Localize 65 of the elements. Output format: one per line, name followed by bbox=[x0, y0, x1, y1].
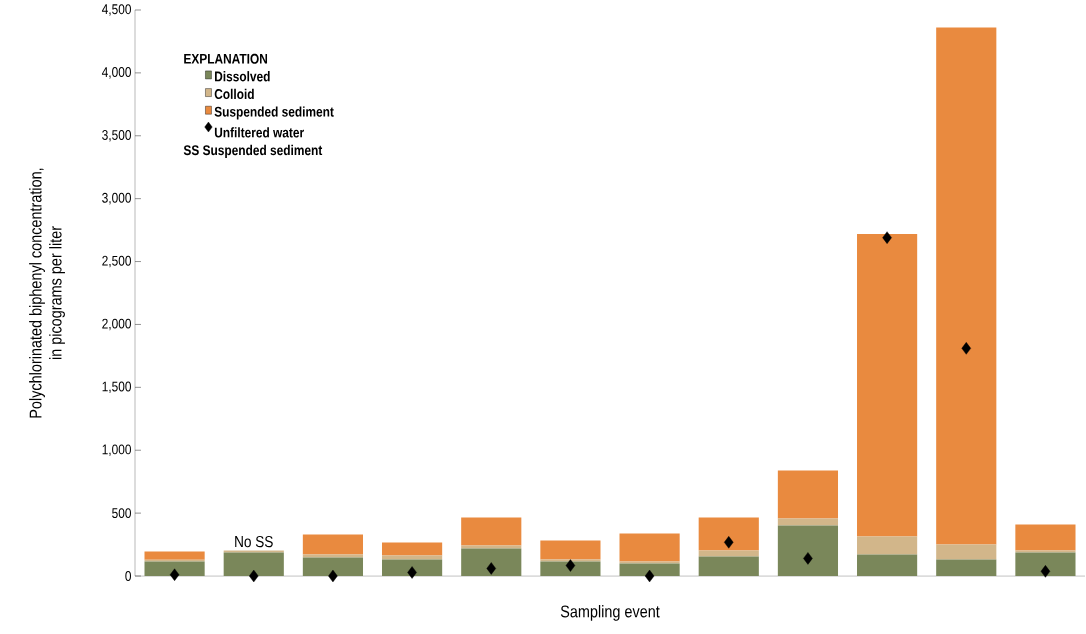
bar bbox=[382, 542, 443, 556]
y-tick-label: 1,000 bbox=[102, 444, 131, 456]
legend-label: Unfiltered water bbox=[214, 127, 304, 138]
bar bbox=[540, 561, 601, 576]
bar bbox=[144, 551, 205, 560]
bar bbox=[698, 517, 759, 551]
bar bbox=[540, 540, 601, 560]
y-tick-label: 3,000 bbox=[102, 192, 131, 205]
bar bbox=[777, 470, 839, 519]
bar bbox=[1015, 524, 1076, 551]
bar bbox=[698, 550, 759, 557]
bar bbox=[223, 552, 284, 576]
y-tick-label: 3,500 bbox=[102, 129, 131, 142]
bar bbox=[461, 548, 522, 576]
point bbox=[486, 562, 496, 575]
bar bbox=[857, 233, 918, 537]
bar bbox=[936, 27, 997, 545]
bar bbox=[857, 554, 918, 576]
legend-label: Dissolved bbox=[215, 71, 270, 82]
point bbox=[565, 559, 576, 572]
point bbox=[961, 342, 971, 355]
point bbox=[644, 569, 655, 583]
bar bbox=[1015, 550, 1076, 553]
bar bbox=[302, 554, 364, 558]
bar bbox=[857, 536, 918, 555]
bar bbox=[382, 559, 443, 576]
bar bbox=[144, 561, 205, 576]
bar bbox=[777, 518, 839, 526]
point bbox=[1040, 565, 1051, 578]
bar bbox=[698, 556, 759, 576]
bar bbox=[461, 517, 522, 546]
bar bbox=[302, 557, 364, 576]
y-tick-label: 1,500 bbox=[102, 381, 131, 394]
legend-label: Suspended sediment bbox=[214, 106, 334, 120]
bar bbox=[1015, 552, 1076, 576]
y-tick-label: 2,000 bbox=[102, 318, 131, 331]
point bbox=[882, 231, 892, 244]
y-tick-label: 2,500 bbox=[102, 255, 131, 268]
y-axis-title: Polychlorinated biphenyl concentration, in picograms per liter bbox=[29, 168, 65, 418]
legend-title: EXPLANATION bbox=[184, 53, 268, 64]
y-tick-label: 4,500 bbox=[101, 4, 131, 16]
point bbox=[803, 552, 813, 565]
bar bbox=[619, 561, 680, 564]
y-tick-label: 0 bbox=[125, 571, 131, 581]
point bbox=[249, 569, 259, 583]
bar bbox=[936, 559, 997, 576]
bar bbox=[461, 545, 522, 549]
annotation: SS Suspended sediment bbox=[183, 144, 323, 158]
point bbox=[407, 566, 417, 579]
x-axis-title: Sampling event bbox=[560, 605, 660, 621]
point bbox=[724, 536, 734, 549]
bar bbox=[382, 555, 443, 560]
bar bbox=[540, 559, 601, 562]
bar bbox=[223, 550, 284, 553]
point bbox=[169, 568, 180, 581]
bar bbox=[302, 534, 364, 555]
bar bbox=[619, 563, 680, 576]
bar bbox=[777, 525, 839, 576]
point bbox=[328, 569, 338, 583]
bar bbox=[936, 544, 997, 560]
legend-label: Colloid bbox=[214, 88, 254, 100]
y-tick-label: 500 bbox=[112, 508, 131, 519]
y-tick-label: 4,000 bbox=[101, 67, 131, 79]
bar bbox=[619, 533, 680, 562]
data-label: No SS bbox=[235, 535, 273, 548]
